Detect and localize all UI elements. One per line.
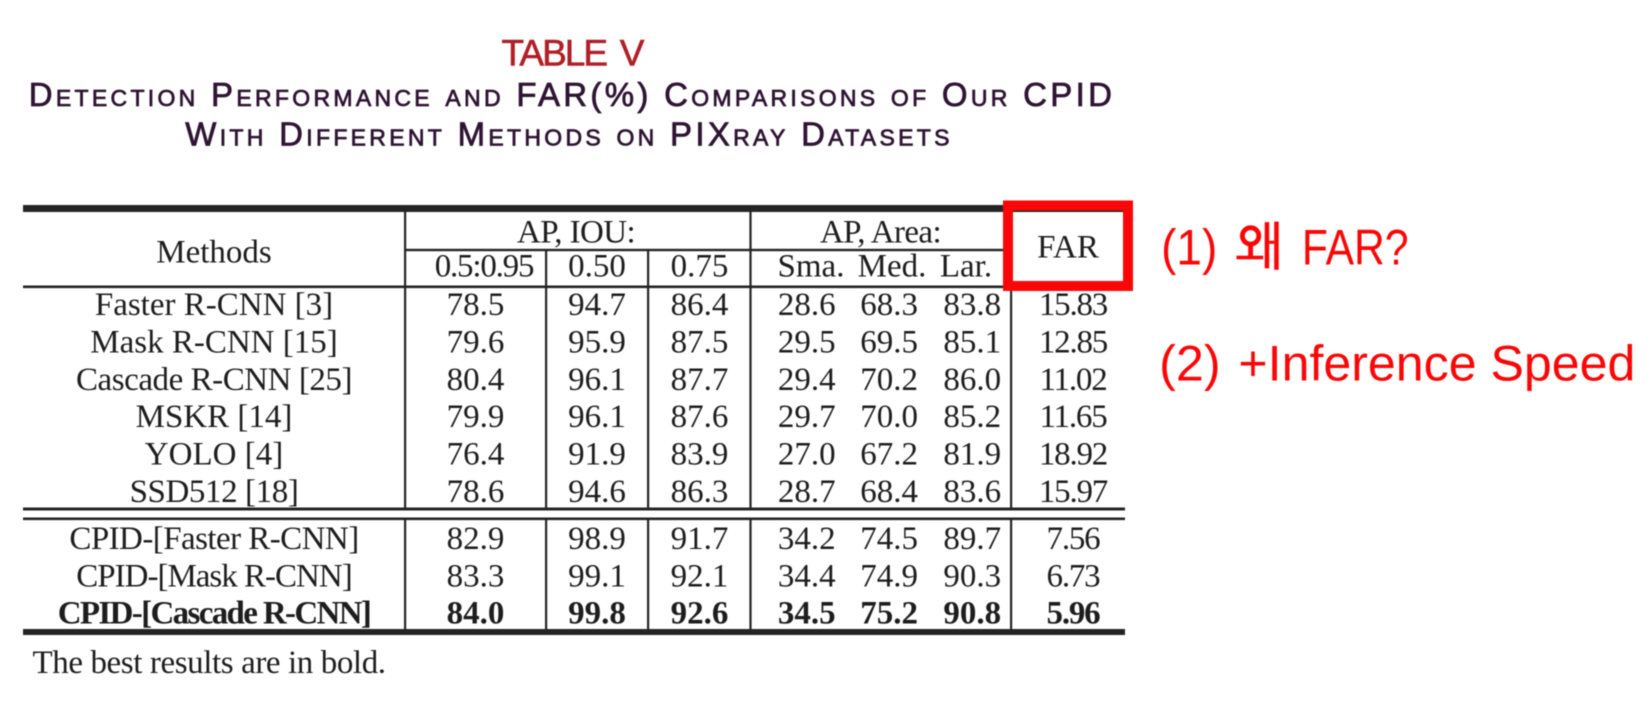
svg-text:The best results are in bold.: The best results are in bold.: [33, 645, 386, 681]
svg-text:91.7: 91.7: [671, 521, 729, 557]
svg-text:Lar.: Lar.: [940, 249, 992, 285]
svg-text:78.6: 78.6: [447, 474, 505, 510]
svg-text:Methods: Methods: [156, 235, 272, 271]
svg-text:29.4: 29.4: [778, 362, 836, 398]
svg-text:75.2: 75.2: [860, 596, 918, 632]
svg-text:Med.: Med.: [858, 249, 927, 285]
svg-text:CPID-[Faster R-CNN]: CPID-[Faster R-CNN]: [69, 521, 358, 557]
svg-text:89.7: 89.7: [943, 521, 1001, 557]
svg-text:68.4: 68.4: [860, 474, 918, 510]
svg-text:86.4: 86.4: [671, 287, 729, 323]
svg-text:96.1: 96.1: [568, 399, 626, 435]
svg-text:70.2: 70.2: [860, 362, 918, 398]
svg-text:79.6: 79.6: [447, 324, 505, 360]
svg-text:CPID-[Cascade R-CNN]: CPID-[Cascade R-CNN]: [58, 596, 371, 632]
svg-text:86.0: 86.0: [943, 362, 1001, 398]
svg-text:92.1: 92.1: [671, 558, 729, 594]
svg-text:79.9: 79.9: [447, 399, 505, 435]
svg-text:85.1: 85.1: [943, 324, 1001, 360]
svg-text:68.3: 68.3: [860, 287, 918, 323]
svg-text:29.5: 29.5: [778, 324, 836, 360]
svg-text:(2): (2): [1159, 336, 1221, 392]
svg-text:Faster R-CNN [3]: Faster R-CNN [3]: [95, 287, 333, 323]
svg-text:70.0: 70.0: [860, 399, 918, 435]
svg-text:95.9: 95.9: [568, 324, 626, 360]
svg-text:99.8: 99.8: [568, 596, 626, 632]
svg-text:Mask R-CNN [15]: Mask R-CNN [15]: [90, 324, 337, 360]
svg-text:86.3: 86.3: [671, 474, 729, 510]
svg-text:YOLO [4]: YOLO [4]: [145, 437, 283, 473]
svg-text:94.6: 94.6: [568, 474, 626, 510]
svg-text:84.0: 84.0: [447, 596, 505, 632]
svg-text:83.6: 83.6: [943, 474, 1001, 510]
svg-text:74.9: 74.9: [860, 558, 918, 594]
svg-text:15.83: 15.83: [1039, 287, 1108, 323]
svg-text:28.7: 28.7: [778, 474, 836, 510]
svg-text:98.9: 98.9: [568, 521, 626, 557]
svg-text:99.1: 99.1: [568, 558, 626, 594]
svg-text:87.6: 87.6: [671, 399, 729, 435]
svg-text:78.5: 78.5: [447, 287, 505, 323]
svg-text:AP, Area:: AP, Area:: [820, 215, 941, 251]
svg-text:AP, IOU:: AP, IOU:: [517, 215, 635, 251]
svg-text:FAR: FAR: [1037, 230, 1099, 266]
svg-text:15.97: 15.97: [1039, 474, 1108, 510]
svg-text:81.9: 81.9: [943, 437, 1001, 473]
svg-text:With Different Methods on PIXr: With Different Methods on PIXray Dataset…: [185, 116, 952, 153]
svg-text:90.3: 90.3: [943, 558, 1001, 594]
svg-text:34.2: 34.2: [778, 521, 836, 557]
svg-text:12.85: 12.85: [1039, 324, 1108, 360]
svg-text:28.6: 28.6: [778, 287, 836, 323]
svg-text:7.56: 7.56: [1047, 521, 1101, 557]
svg-text:Sma.: Sma.: [778, 249, 845, 285]
svg-text:34.4: 34.4: [778, 558, 836, 594]
svg-text:91.9: 91.9: [568, 437, 626, 473]
svg-text:96.1: 96.1: [568, 362, 626, 398]
svg-text:92.6: 92.6: [671, 596, 729, 632]
svg-text:(1): (1): [1161, 220, 1217, 276]
svg-text:0.5:0.95: 0.5:0.95: [435, 249, 534, 285]
svg-text:87.7: 87.7: [671, 362, 729, 398]
svg-text:85.2: 85.2: [943, 399, 1001, 435]
svg-text:29.7: 29.7: [778, 399, 836, 435]
svg-text:FAR?: FAR?: [1302, 220, 1409, 276]
svg-text:TABLE V: TABLE V: [502, 33, 645, 74]
svg-text:83.9: 83.9: [671, 437, 729, 473]
svg-text:83.8: 83.8: [943, 287, 1001, 323]
svg-text:76.4: 76.4: [447, 437, 505, 473]
svg-text:11.65: 11.65: [1039, 399, 1107, 435]
svg-text:CPID-[Mask R-CNN]: CPID-[Mask R-CNN]: [76, 558, 351, 594]
svg-text:74.5: 74.5: [860, 521, 918, 557]
svg-text:18.92: 18.92: [1039, 437, 1107, 473]
svg-text:Detection Performance and FAR(: Detection Performance and FAR(%) Compari…: [29, 76, 1115, 113]
svg-text:0.75: 0.75: [671, 249, 729, 285]
svg-text:34.5: 34.5: [778, 596, 836, 632]
svg-text:82.9: 82.9: [447, 521, 505, 557]
svg-text:+Inference Speed: +Inference Speed: [1238, 336, 1635, 392]
svg-text:94.7: 94.7: [568, 287, 626, 323]
svg-text:Cascade R-CNN [25]: Cascade R-CNN [25]: [76, 362, 352, 398]
svg-text:5.96: 5.96: [1047, 596, 1101, 632]
svg-text:67.2: 67.2: [860, 437, 918, 473]
svg-text:11.02: 11.02: [1039, 362, 1106, 398]
svg-text:MSKR [14]: MSKR [14]: [136, 399, 293, 435]
svg-text:83.3: 83.3: [447, 558, 505, 594]
svg-text:0.50: 0.50: [568, 249, 626, 285]
svg-text:80.4: 80.4: [447, 362, 505, 398]
svg-text:90.8: 90.8: [943, 596, 1001, 632]
svg-text:SSD512 [18]: SSD512 [18]: [130, 474, 299, 510]
svg-text:27.0: 27.0: [778, 437, 836, 473]
svg-text:6.73: 6.73: [1047, 558, 1101, 594]
svg-text:69.5: 69.5: [860, 324, 918, 360]
svg-text:87.5: 87.5: [671, 324, 729, 360]
